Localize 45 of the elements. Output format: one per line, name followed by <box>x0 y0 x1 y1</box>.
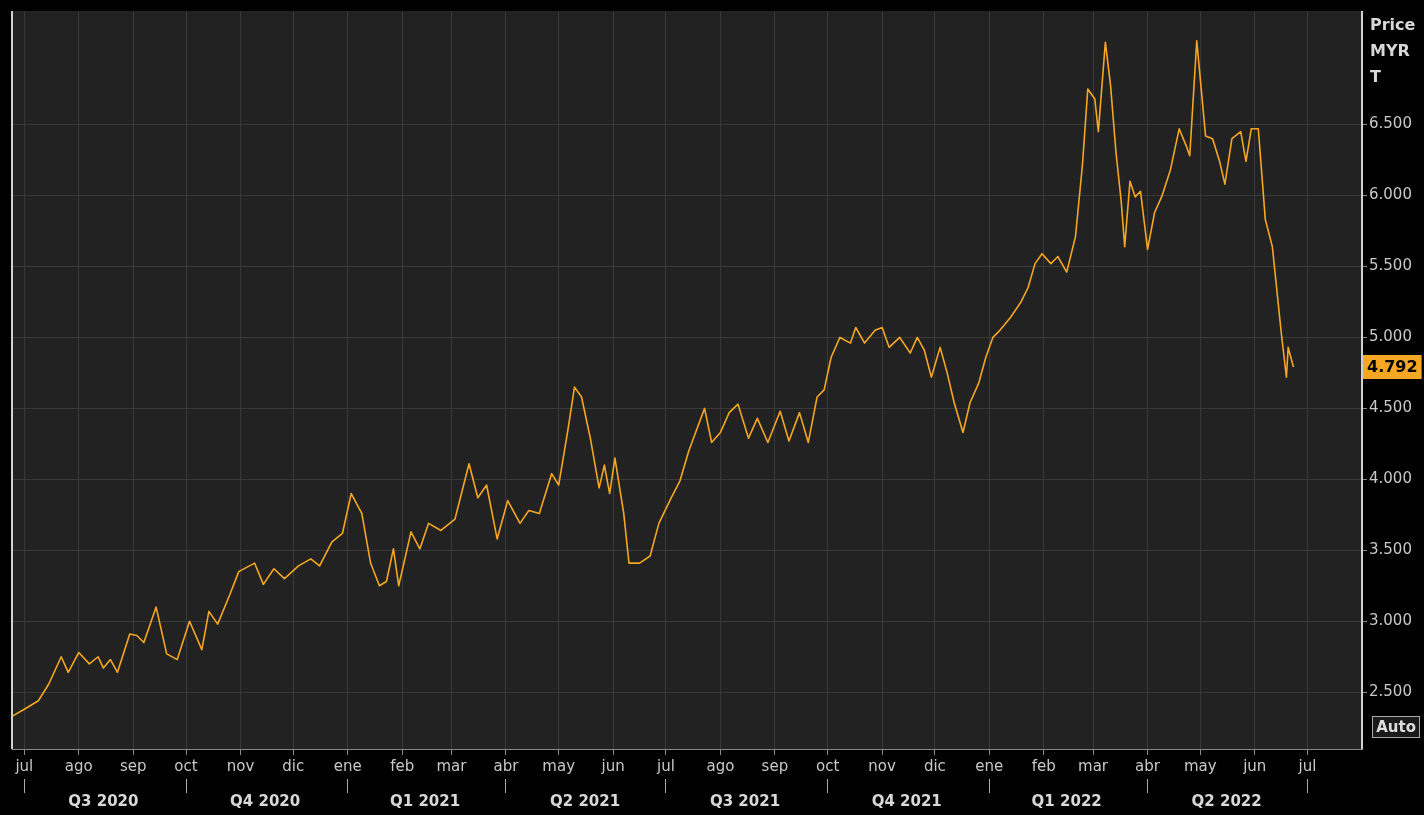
y-axis-title: Price MYR T <box>1370 15 1416 87</box>
x-tick-label: ago <box>64 756 93 775</box>
x2-tick-label: Q3 2021 <box>709 791 781 810</box>
text: 4.792 <box>1367 357 1418 377</box>
x-tick-label: ene <box>333 756 362 775</box>
y-tick-label: 4.000 <box>1369 469 1412 488</box>
x-tick-label: abr <box>493 756 520 775</box>
y-tick-label: 2.500 <box>1369 682 1412 701</box>
x2-tick-label: Q4 2021 <box>871 791 942 810</box>
x2-tick-label: Q4 2020 <box>230 791 301 810</box>
x-tick-label: mar <box>1078 756 1109 775</box>
x2-tick-label: Q1 2022 <box>1031 791 1102 810</box>
y-tick-label: 5.500 <box>1369 256 1412 275</box>
x-tick-label: nov <box>868 756 897 775</box>
y-tick-label: 6.500 <box>1369 114 1412 133</box>
x-tick-label: jul <box>14 756 34 775</box>
x-tick-label: dic <box>923 756 946 775</box>
x-tick-label: feb <box>1031 756 1056 775</box>
y-tick-label: 4.500 <box>1369 398 1412 417</box>
text: Auto <box>1372 716 1420 738</box>
x-tick-label: jun <box>1242 756 1267 775</box>
x-tick-label: jul <box>1297 756 1317 775</box>
x-tick-label: jun <box>600 756 625 775</box>
x-tick-label: sep <box>761 756 789 775</box>
y-tick-label: 6.000 <box>1369 185 1412 204</box>
x-tick-label: mar <box>436 756 468 775</box>
y-tick-label: 3.000 <box>1369 611 1412 630</box>
x-tick-label: sep <box>120 756 147 775</box>
x2-tick-label: Q2 2022 <box>1191 791 1262 810</box>
x-tick-label: oct <box>174 756 198 775</box>
x-tick-label: dic <box>282 756 305 775</box>
x-tick-label: nov <box>226 756 255 775</box>
x2-tick-label: Q3 2020 <box>68 791 139 810</box>
x-tick-label: jul <box>655 756 675 775</box>
y-tick-label: 5.000 <box>1369 327 1412 346</box>
x2-tick-label: Q2 2021 <box>549 791 621 810</box>
x-tick-label: abr <box>1135 756 1161 775</box>
x-tick-label: ene <box>975 756 1004 775</box>
y-tick-label: 3.500 <box>1369 540 1412 559</box>
x-tick-label: may <box>1183 756 1217 775</box>
x2-tick-label: Q1 2021 <box>390 791 461 810</box>
x-tick-label: may <box>542 756 576 775</box>
x-tick-label: oct <box>815 756 840 775</box>
x-tick-label: ago <box>706 756 735 775</box>
x-tick-label: feb <box>390 756 415 775</box>
